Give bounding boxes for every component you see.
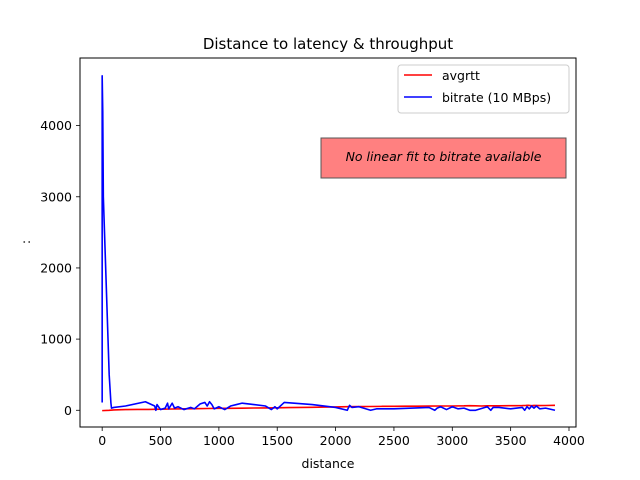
x-axis-label: distance: [302, 456, 355, 471]
legend-label-avgrtt: avgrtt: [442, 68, 480, 83]
annotation-box: [320, 137, 567, 179]
y-tick-label: 2000: [40, 260, 72, 275]
series-line-bitrate-10-mbps: [101, 74, 556, 412]
x-tick-label: 3500: [495, 433, 527, 448]
y-tick-label: 4000: [40, 118, 72, 133]
y-axis-label: :: [18, 240, 33, 244]
x-tick-label: 2000: [320, 433, 352, 448]
y-axis: 0 1000 2000 3000 4000: [40, 118, 80, 418]
annotation: No linear fit to bitrate available: [320, 137, 567, 179]
x-tick-label: 500: [149, 433, 173, 448]
chart-title: Distance to latency & throughput: [203, 35, 453, 53]
x-tick-label: 1000: [203, 433, 235, 448]
legend: avgrtt bitrate (10 MBps): [397, 64, 570, 114]
legend-box: [397, 64, 570, 114]
y-tick-label: 0: [64, 403, 72, 418]
x-tick-label: 3000: [436, 433, 468, 448]
x-tick-label: 2500: [378, 433, 410, 448]
x-tick-label: 0: [98, 433, 106, 448]
annotation-text: No linear fit to bitrate available: [346, 149, 542, 164]
x-tick-label: 4000: [553, 433, 585, 448]
x-tick-label: 1500: [261, 433, 293, 448]
y-tick-label: 1000: [40, 332, 72, 347]
series-layer: [101, 74, 556, 412]
y-tick-label: 3000: [40, 189, 72, 204]
legend-label-bitrate: bitrate (10 MBps): [442, 90, 551, 105]
plot-frame: [79, 57, 577, 428]
x-axis: 0 500 1000 1500 2000 2500 3000 3500 4000: [98, 427, 585, 448]
